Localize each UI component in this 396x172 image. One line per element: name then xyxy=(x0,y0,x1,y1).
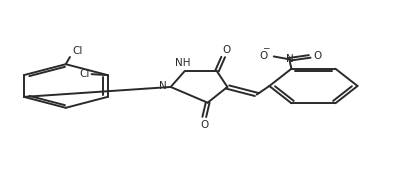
Text: Cl: Cl xyxy=(72,46,82,56)
Text: −: − xyxy=(263,43,270,52)
Text: Cl: Cl xyxy=(79,69,89,79)
Text: N: N xyxy=(286,54,294,64)
Text: O: O xyxy=(222,45,230,55)
Text: NH: NH xyxy=(175,58,190,68)
Text: O: O xyxy=(200,120,208,130)
Text: O: O xyxy=(313,51,321,61)
Text: N: N xyxy=(159,81,167,91)
Text: O: O xyxy=(259,51,268,61)
